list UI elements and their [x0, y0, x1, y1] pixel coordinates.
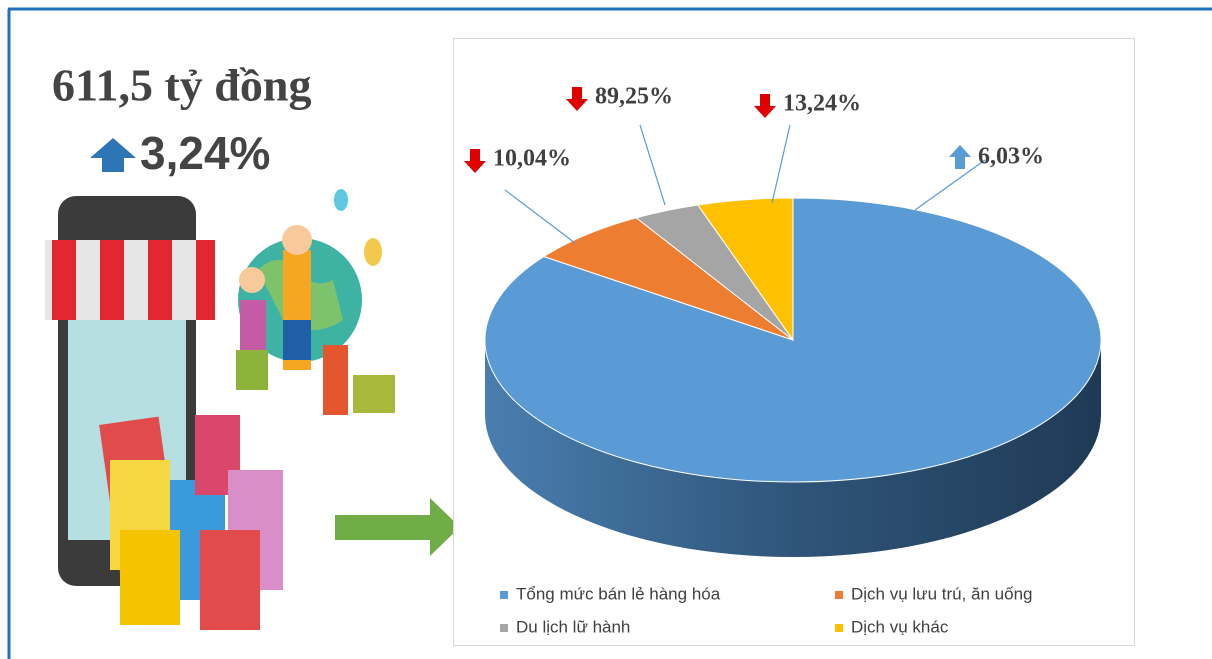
legend-label: Dịch vụ khác: [851, 617, 949, 636]
pie-slice: [696, 197, 794, 342]
leader-line: [771, 124, 791, 204]
change-arrow: [464, 149, 486, 173]
change-arrow: [754, 94, 776, 118]
legend-label: Dịch vụ lưu trú, ăn uống: [851, 584, 1032, 603]
flow-arrow: [335, 498, 460, 556]
leader-line: [914, 159, 986, 211]
headline-change: 3,24%: [140, 127, 270, 179]
pie: 6,03% 10,04% 89,25% 13,24%: [464, 84, 1102, 557]
change-label: 13,24%: [783, 91, 861, 117]
legend-swatch: [500, 591, 508, 599]
change-arrow: [949, 145, 971, 169]
change-label: 89,25%: [595, 84, 673, 110]
change-label: 10,04%: [493, 146, 571, 172]
change-label: 6,03%: [978, 144, 1044, 170]
leader-line: [639, 124, 666, 206]
legend-label: Tổng mức bán lẻ hàng hóa: [516, 584, 721, 603]
up-arrow: [90, 138, 136, 172]
change-arrow: [566, 87, 588, 111]
leader-line: [504, 189, 576, 244]
pie-side: [485, 340, 1101, 557]
illustration: [45, 189, 395, 630]
pie-slice: [542, 217, 794, 341]
legend-swatch: [500, 624, 508, 632]
headline-amount: 611,5 tỷ đồng: [52, 60, 311, 111]
legend-swatch: [835, 624, 843, 632]
legend-label: Du lịch lữ hành: [516, 617, 630, 636]
legend-swatch: [835, 591, 843, 599]
